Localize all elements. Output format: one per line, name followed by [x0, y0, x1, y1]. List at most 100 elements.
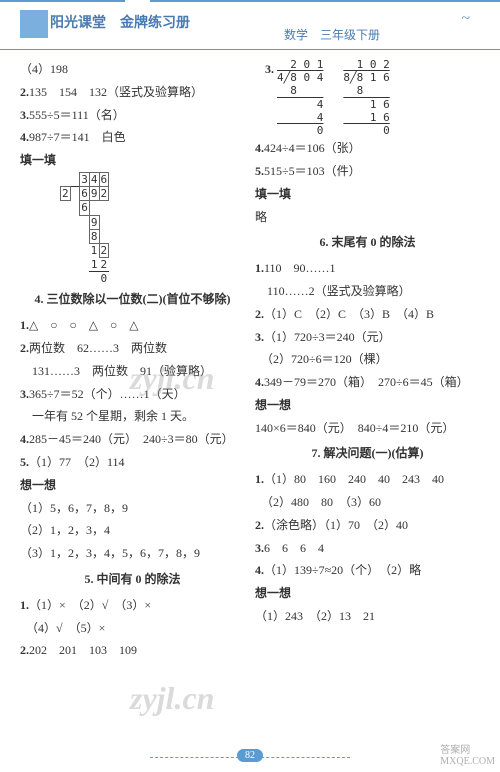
d2a-3: 4	[277, 111, 323, 124]
q2: 4	[89, 172, 99, 186]
s6-2: 2.（1）C （2）C （3）B （4）B	[255, 303, 480, 326]
think-1: （1）5，6，7，8，9	[20, 497, 245, 520]
s4-3b-text: 一年有 52 个星期，剩余 1 天。	[32, 409, 194, 423]
corner-1: 答案网	[440, 745, 470, 756]
nr3: 3.	[265, 62, 274, 76]
ans-4-text: 987÷7＝141 白色	[29, 130, 126, 144]
s6-1a: 1.110 90……1	[255, 257, 480, 280]
page-header: 阳光课堂 金牌练习册 数学 三年级下册 ~	[0, 0, 500, 50]
s6-2-text: （1）C （2）C （3）B （4）B	[264, 307, 434, 321]
s4-5-text: （1）77 （2）114	[29, 455, 125, 469]
d2a-b: 4╱8 0 4	[277, 71, 323, 84]
s6-4-text: 349－79＝270（箱） 270÷6＝45（箱）	[264, 375, 469, 389]
s7-1a: 1.（1）80 160 240 40 243 40	[255, 468, 480, 491]
think-3: （3）1，2，3，4，5，6，7，8，9	[20, 542, 245, 565]
d2b-b: 8╱8 1 6	[343, 71, 389, 84]
think-text-r: 140×6＝840（元） 840÷4＝210（元）	[255, 417, 480, 440]
s5b: 2	[99, 258, 109, 272]
main-content: （4）198 2.135 154 132（竖式及验算略） 3.555÷5＝111…	[0, 50, 500, 670]
s4a: 1	[89, 243, 99, 257]
s7-1b-text: （2）480 80 （3）60	[267, 495, 381, 509]
fill-title: 填一填	[20, 149, 245, 172]
ans-3-text: 555÷5＝111（名）	[29, 108, 125, 122]
s4-3a-text: 365÷7＝52（个）……1（天）	[29, 387, 186, 401]
nr5: 5.	[255, 164, 264, 178]
num-3: 3.	[20, 108, 29, 122]
ans-1-4: （4）198	[20, 58, 245, 81]
d2b-3: 1 6	[343, 111, 389, 124]
ans-2-text: 135 154 132（竖式及验算略）	[29, 85, 203, 99]
section-4-title: 4. 三位数除以一位数(二)(首位不够除)	[20, 288, 245, 311]
corner-2: MXQE.COM	[440, 756, 495, 767]
s4-2a: 2.两位数 62……3 两位数	[20, 337, 245, 360]
s4-3b: 一年有 52 个星期，剩余 1 天。	[20, 405, 245, 428]
s5-1: 1.（1）× （2）√ （3）×	[20, 594, 245, 617]
d2b-q: 1 0 2	[343, 58, 389, 71]
r5: 5.515÷5＝103（件）	[255, 160, 480, 183]
s6-3a: 3.（1）720÷3＝240（元）	[255, 326, 480, 349]
s4-5: 5.（1）77 （2）114	[20, 451, 245, 474]
right-column: 3. 2 0 1 4╱8 0 4 8 4 4 0 1 0 2 8╱8 1 6 8…	[255, 58, 480, 662]
n51: 1.	[20, 598, 29, 612]
n64: 4.	[255, 375, 264, 389]
d2a-1: 8	[277, 84, 297, 97]
d2a-2: 4	[277, 98, 323, 111]
s6-1b: 110……2（竖式及验算略）	[255, 280, 480, 303]
s4b: 2	[99, 243, 109, 257]
q1: 3	[80, 172, 90, 186]
r4: 4.424÷4＝106（张）	[255, 137, 480, 160]
s4-2b: 131……3 两位数 91（验算略）	[20, 360, 245, 383]
think-title: 想一想	[20, 474, 245, 497]
s4-4-text: 285－45＝240（元） 240÷3＝80（元）	[29, 432, 234, 446]
page-number: 82	[237, 749, 263, 762]
nr4: 4.	[255, 141, 264, 155]
s4-4: 4.285－45＝240（元） 240÷3＝80（元）	[20, 428, 245, 451]
r3: 3. 2 0 1 4╱8 0 4 8 4 4 0	[265, 58, 323, 137]
ans-3: 3.555÷5＝111（名）	[20, 104, 245, 127]
s4-3a: 3.365÷7＝52（个）……1（天）	[20, 383, 245, 406]
n45: 5.	[20, 455, 29, 469]
s7-1b: （2）480 80 （3）60	[255, 491, 480, 514]
book-icon	[20, 10, 48, 38]
fill-text-r: 略	[255, 206, 480, 229]
s7-4-text: （1）139÷7≈20（个） （2）略	[264, 563, 421, 577]
d2: 9	[89, 187, 99, 201]
watermark-2: zyjl.cn	[130, 680, 214, 717]
header-rule	[0, 0, 500, 2]
n74: 4.	[255, 563, 264, 577]
s4-2a-text: 两位数 62……3 两位数	[29, 341, 167, 355]
n61: 1.	[255, 261, 264, 275]
d3: 2	[99, 187, 109, 201]
num-4: 4.	[20, 130, 29, 144]
section-6-title: 6. 末尾有 0 的除法	[255, 231, 480, 254]
s6-4: 4.349－79＝270（箱） 270÷6＝45（箱）	[255, 371, 480, 394]
think-title-r: 想一想	[255, 394, 480, 417]
num-2: 2.	[20, 85, 29, 99]
s5-1b-text: （4）√ （5）×	[32, 621, 105, 635]
s3: 8	[89, 229, 99, 243]
s6-1a-text: 110 90……1	[264, 261, 336, 275]
d2b-1: 8	[343, 84, 363, 97]
n63: 3.	[255, 330, 264, 344]
s6-3b-text: （2）720÷6＝120（棵）	[267, 352, 388, 366]
book-title: 阳光课堂 金牌练习册	[50, 12, 480, 32]
d1: 6	[80, 187, 90, 201]
s7-1a-text: （1）80 160 240 40 243 40	[264, 472, 444, 486]
ans-4: 4.987÷7＝141 白色	[20, 126, 245, 149]
s7-4: 4.（1）139÷7≈20（个） （2）略	[255, 559, 480, 582]
n71: 1.	[255, 472, 264, 486]
n44: 4.	[20, 432, 29, 446]
s5a: 1	[89, 258, 99, 272]
s6: 0	[99, 272, 109, 286]
section-7-title: 7. 解决问题(一)(估算)	[255, 442, 480, 465]
n42: 2.	[20, 341, 29, 355]
s5-1b: （4）√ （5）×	[20, 617, 245, 640]
fill-title-r: 填一填	[255, 183, 480, 206]
s6-3a-text: （1）720÷3＝240（元）	[264, 330, 391, 344]
s7-3: 3.6 6 6 4	[255, 537, 480, 560]
s5-2: 2.202 201 103 109	[20, 639, 245, 662]
ans-2: 2.135 154 132（竖式及验算略）	[20, 81, 245, 104]
long-division-2a: 2 0 1 4╱8 0 4 8 4 4 0	[277, 58, 323, 137]
s4-2b-text: 131……3 两位数 91（验算略）	[32, 364, 212, 378]
d2b-2: 1 6	[343, 98, 389, 111]
